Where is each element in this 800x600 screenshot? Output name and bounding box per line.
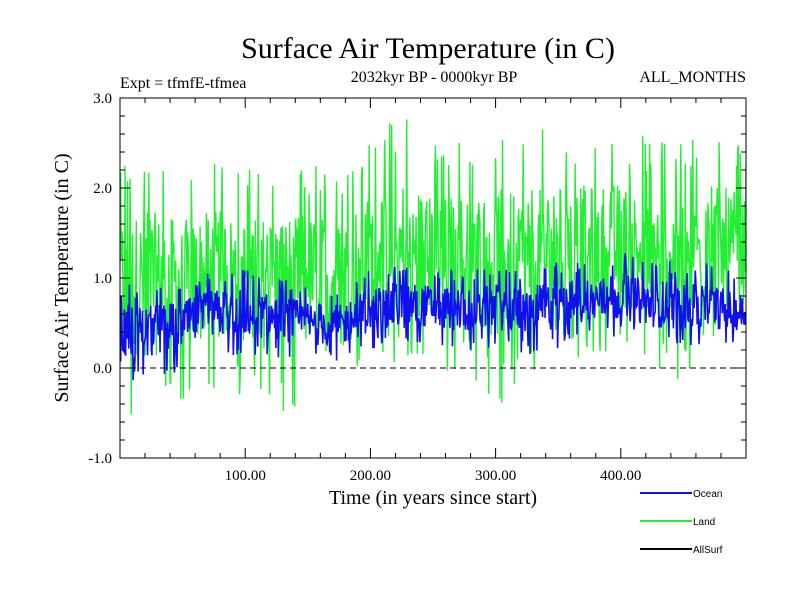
- x-tick-label: 300.00: [475, 468, 516, 484]
- y-tick-label: 0.0: [93, 361, 112, 377]
- period-label: 2032kyr BP - 0000kyr BP: [351, 69, 518, 86]
- legend-label-land: Land: [693, 517, 715, 528]
- y-tick-label: 1.0: [93, 271, 112, 287]
- experiment-label: Expt = tfmfE-tfmea: [120, 75, 246, 92]
- x-tick-label: 400.00: [600, 468, 641, 484]
- legend-label-ocean: Ocean: [693, 489, 722, 500]
- x-tick-label: 200.00: [350, 468, 391, 484]
- y-tick-label: 3.0: [93, 91, 112, 107]
- x-axis-label: Time (in years since start): [329, 487, 537, 509]
- series-layer: [120, 119, 746, 415]
- legend-label-allsurf: AllSurf: [693, 545, 723, 556]
- y-tick-label: 2.0: [93, 181, 112, 197]
- chart-title: Surface Air Temperature (in C): [241, 32, 615, 65]
- y-axis-label: Surface Air Temperature (in C): [51, 153, 73, 402]
- months-label: ALL_MONTHS: [639, 69, 746, 86]
- series-ocean-line: [120, 253, 746, 381]
- ticks-layer: 100.00 200.00 300.00 400.00 -1.0 0.0 1.0 2.0 3.0: [88, 91, 746, 484]
- x-tick-label: 100.00: [225, 468, 266, 484]
- legend: Ocean Land AllSurf: [640, 489, 723, 556]
- y-tick-label: -1.0: [88, 451, 112, 467]
